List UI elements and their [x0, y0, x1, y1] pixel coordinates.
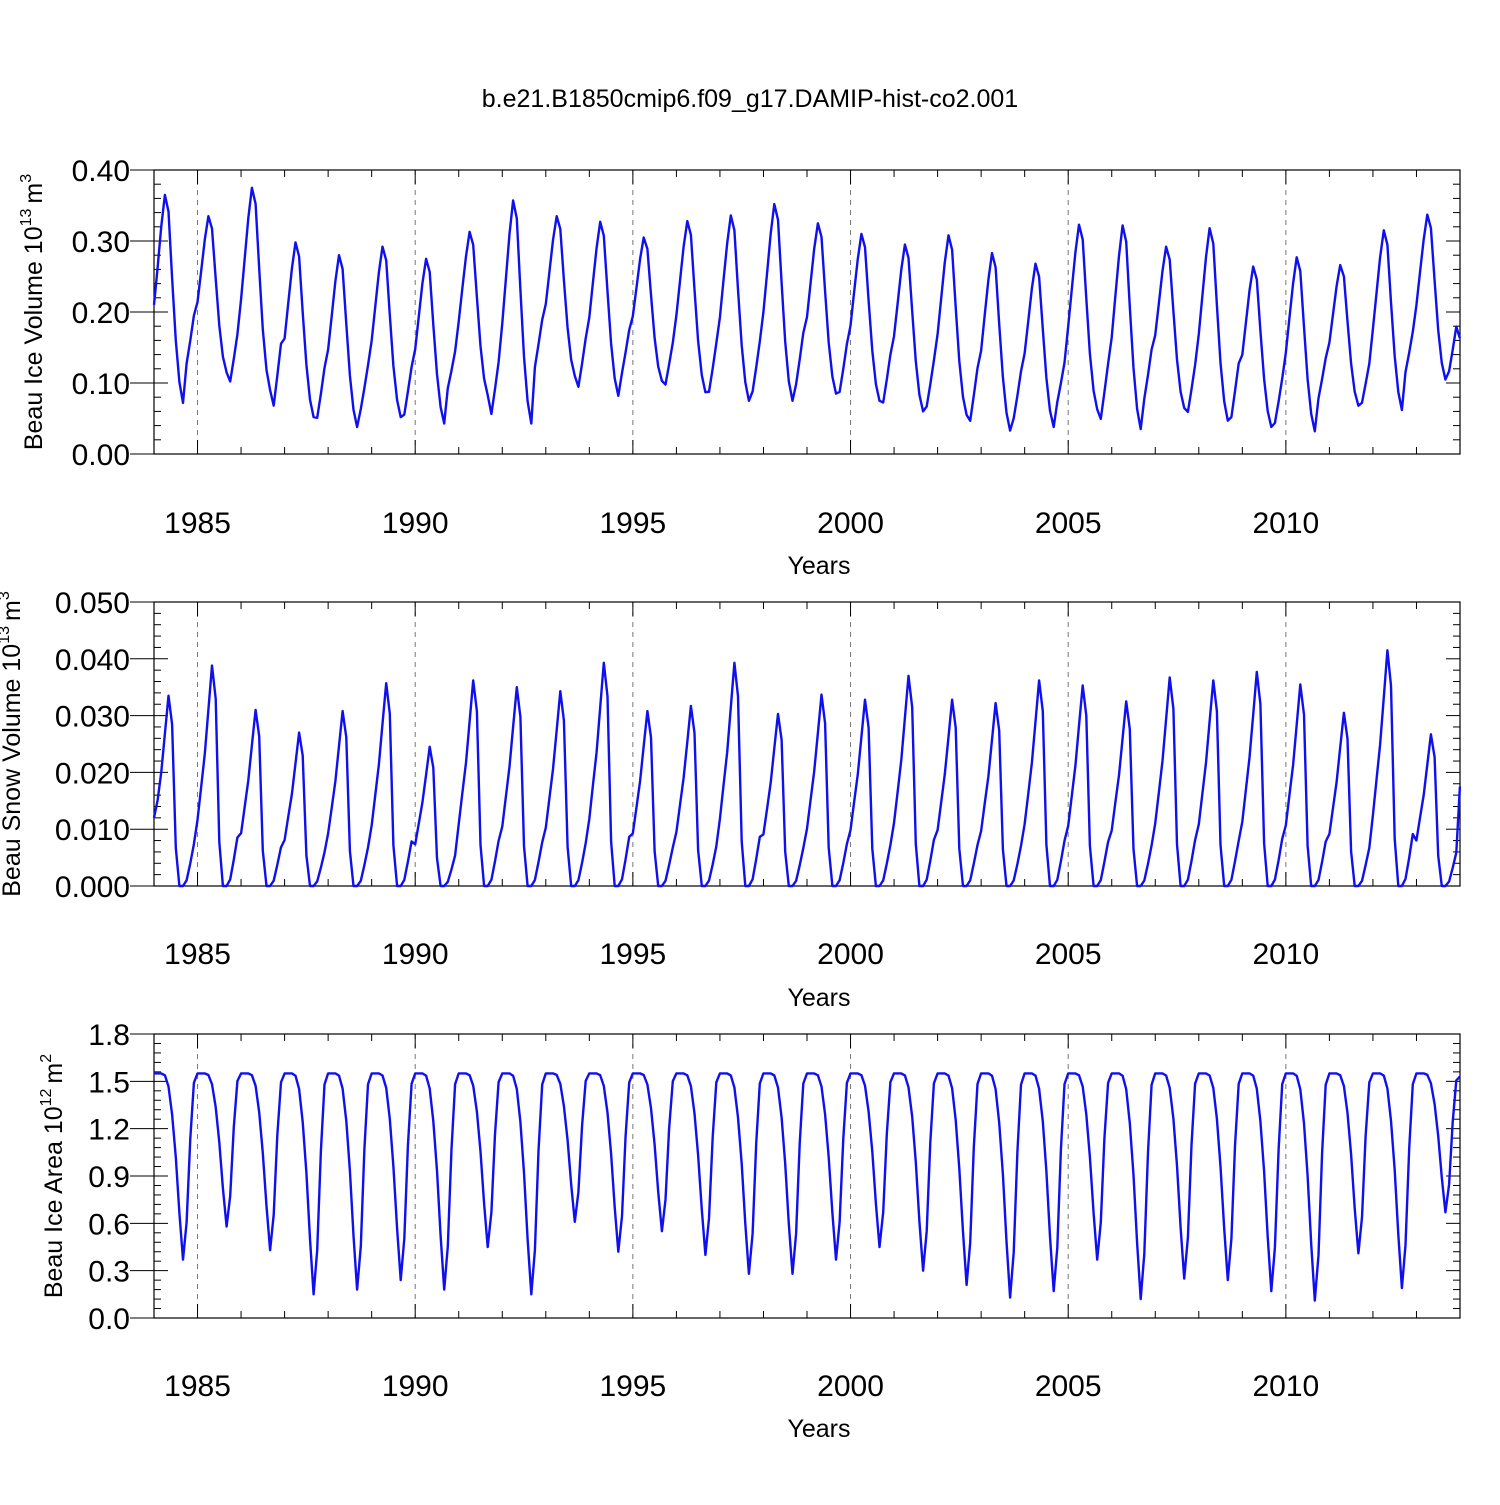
x-tick-label: 1995 — [599, 507, 666, 540]
x-tick-label: 1990 — [382, 1370, 449, 1403]
plot-frame — [153, 1033, 1461, 1319]
y-tick-label: 0.9 — [88, 1161, 130, 1194]
plot-frame — [153, 169, 1461, 455]
plot-frame — [153, 601, 1461, 887]
x-tick-label: 2005 — [1035, 938, 1102, 971]
y-axis-title-text: Beau Ice Area 10 — [40, 1106, 68, 1298]
figure-title: b.e21.B1850cmip6.f09_g17.DAMIP-hist-co2.… — [482, 85, 1018, 113]
y-tick-label: 0.10 — [72, 368, 130, 401]
x-tick-label: 2000 — [817, 1370, 884, 1403]
x-tick-label: 2010 — [1252, 938, 1319, 971]
y-axis-title-text: Beau Ice Volume 10 — [20, 226, 48, 450]
y-tick-label: 1.2 — [88, 1114, 130, 1147]
x-tick-label: 1985 — [164, 507, 231, 540]
y-axis-title-unit-exp: 3 — [0, 591, 13, 600]
panel-2: 0.000 0.010 0.020 0.030 0.040 0.050 1985 1990 19… — [0, 587, 1462, 1012]
panel-1: 0.00 0.10 0.20 0.30 0.40 1985 1990 1995 2000 2005… — [18, 155, 1462, 580]
y-tick-label: 0.030 — [55, 701, 130, 734]
x-tick-label: 1995 — [599, 938, 666, 971]
x-tick-label: 1985 — [164, 1370, 231, 1403]
panel-3: 0.0 0.3 0.6 0.9 1.2 1.5 1.8 1985 1990 1995 2000 200… — [38, 1019, 1461, 1443]
y-tick-label: 1.5 — [88, 1066, 130, 1099]
y-axis-title-exp: 13 — [18, 208, 35, 226]
y-axis-title-unit-exp: 3 — [18, 174, 35, 183]
y-axis-title-text: Beau Snow Volume 10 — [0, 644, 26, 897]
y-tick-label: 0.30 — [72, 226, 130, 259]
y-tick-label: 0.020 — [55, 757, 130, 790]
y-axis-title-unit-exp: 2 — [38, 1054, 55, 1063]
series-line-beau-ice-area — [154, 1072, 1461, 1302]
x-tick-label: 2005 — [1035, 507, 1102, 540]
x-tick-label: 2000 — [817, 938, 884, 971]
y-tick-label: 0.050 — [55, 587, 130, 620]
y-tick-label: 0.6 — [88, 1208, 130, 1241]
y-tick-label: 0.40 — [72, 155, 130, 188]
y-tick-label: 0.010 — [55, 814, 130, 847]
y-axis-title: Beau Ice Volume 1013 m3 — [18, 174, 48, 450]
y-tick-label: 0.20 — [72, 297, 130, 330]
y-axis-title-unit: m — [40, 1063, 68, 1084]
x-tick-label: 1990 — [382, 507, 449, 540]
x-tick-label: 2000 — [817, 507, 884, 540]
x-tick-label: 1995 — [599, 1370, 666, 1403]
y-axis-title-exp: 13 — [0, 626, 13, 644]
y-tick-label: 0.00 — [72, 439, 130, 472]
y-tick-label: 0.0 — [88, 1303, 130, 1336]
y-tick-label: 0.3 — [88, 1256, 130, 1289]
y-axis-title-unit: m — [0, 600, 26, 621]
y-tick-label: 1.8 — [88, 1019, 130, 1052]
x-axis-title: Years — [787, 552, 850, 580]
x-tick-label: 2005 — [1035, 1370, 1102, 1403]
x-tick-label: 2010 — [1252, 1370, 1319, 1403]
y-tick-label: 0.000 — [55, 871, 130, 904]
x-tick-label: 1990 — [382, 938, 449, 971]
y-axis-title-unit: m — [20, 183, 48, 204]
plot-group: 0.00 0.10 0.20 0.30 0.40 1985 1990 1995 2000 2005… — [0, 155, 1462, 1443]
series-line-beau-ice-volume — [152, 186, 1462, 433]
x-tick-label: 1985 — [164, 938, 231, 971]
y-axis-title: Beau Ice Area 1012 m2 — [38, 1054, 68, 1298]
y-tick-label: 0.040 — [55, 644, 130, 677]
y-axis-title-exp: 12 — [38, 1088, 55, 1106]
y-axis-title: Beau Snow Volume 1013 m3 — [0, 591, 26, 897]
x-tick-label: 2010 — [1252, 507, 1319, 540]
x-axis-title: Years — [787, 1415, 850, 1443]
x-axis-title: Years — [787, 984, 850, 1012]
series-line-beau-snow-volume — [152, 649, 1462, 888]
